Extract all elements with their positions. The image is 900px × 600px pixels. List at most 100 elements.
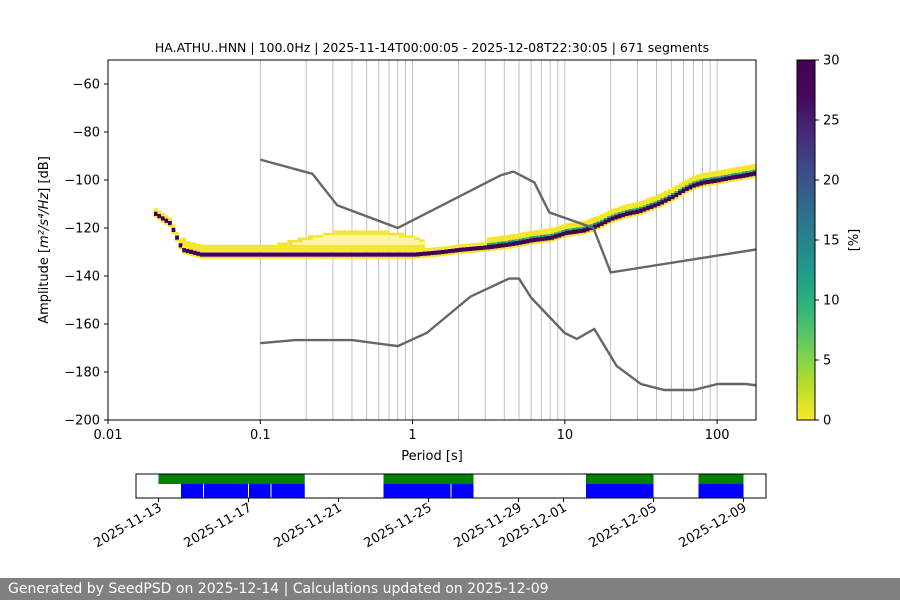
psd-spread-cell [328,232,334,236]
psd-spread-cell [328,242,334,245]
psd-mode-cell [610,216,615,221]
psd-spread-cell [399,244,405,248]
psd-spread-cell [312,237,319,240]
psd-spread-cell [322,240,329,243]
psd-spread-cell [338,242,344,245]
psd-mode-fringe [192,247,197,251]
colorbar-tick-label: 0 [823,414,831,429]
colorbar-tick-label: 30 [823,54,840,69]
psd-mode-lower [203,256,208,259]
psd-mode-lower [532,242,537,245]
psd-mode-cell [199,252,204,257]
psd-mode-fringe [260,249,264,252]
psd-spread-layer [180,230,425,252]
psd-spread-cell [389,235,395,238]
psd-spread-cell [333,230,339,233]
psd-spread-cell [231,244,237,248]
psd-mode-fringe [288,249,293,252]
psd-mode-fringe [291,249,296,252]
psd-mode-mid [571,227,576,231]
psd-mode-fringe [734,167,739,175]
psd-mode-mid [550,233,555,237]
psd-mode-lower [660,204,665,207]
psd-mode-cell [291,252,296,257]
psd-mode-lower [281,256,286,259]
psd-spread-cell [404,237,410,240]
psd-mode-lower [345,256,349,259]
psd-mode-fringe [274,249,279,252]
psd-mode-cell [557,233,562,238]
psd-mode-fringe [341,249,346,252]
psd-spread-cell [307,247,314,250]
psd-mode-fringe [249,249,254,252]
psd-mode-fringe [394,249,399,252]
psd-mode-mid [603,217,608,221]
psd-spread-cell [378,237,385,240]
psd-mode-fringe [299,249,303,252]
psd-mode-fringe [373,249,378,252]
psd-spread-cell [373,244,380,248]
psd-mode-cell [189,249,194,255]
psd-mode-lower [338,256,342,259]
psd-spread-cell [200,247,207,250]
psd-mode-lower [408,256,413,259]
psd-mode-cell [334,252,339,257]
psd-mode-mid [724,174,728,178]
psd-mode-lower [369,256,374,259]
y-tick-label: −180 [64,366,100,381]
footer-text: Generated by SeedPSD on 2025-12-14 | Cal… [8,581,549,597]
psd-mode-lower [628,215,633,218]
psd-mode-lower [603,224,608,227]
psd-spread-cell [317,237,324,240]
psd-mode-fringe [709,171,714,179]
psd-spread-cell [368,247,375,250]
psd-mode-fringe [454,244,459,248]
psd-mode-fringe [621,205,626,213]
psd-spread-cell [353,244,359,248]
psd-mode-mid [649,202,654,206]
psd-spread-cell [348,232,354,236]
psd-spread-cell [348,237,354,240]
psd-mode-cell [465,247,470,252]
psd-spread-cell [312,235,319,238]
psd-mode-lower [221,256,225,259]
psd-mode-fringe [320,249,325,252]
psd-mode-fringe [727,168,732,176]
psd-mode-mid [653,201,658,204]
psd-mode-lower [600,225,604,228]
psd-mode-fringe [632,202,636,210]
psd-mode-cell [585,227,590,232]
psd-mode-lower [235,256,240,259]
psd-mode-lower [720,181,725,184]
psd-mode-fringe [522,232,527,240]
psd-mode-lower [536,241,541,244]
psd-mode-cell [345,252,349,257]
timeline-ticks: 2025-11-13 2025-11-17 2025-11-21 2025-11-25… [92,498,750,551]
psd-spread-cell [394,244,400,248]
psd-mode-cell [313,252,318,257]
psd-spread-cell [343,235,349,238]
psd-mode-lower [306,256,310,259]
psd-spread-cell [399,247,405,250]
psd-mode-lower [206,256,211,259]
psd-mode-fringe [157,210,162,214]
psd-spread-cell [277,242,283,245]
psd-mode-fringe [345,249,349,252]
psd-mode-lower [699,185,704,188]
psd-mode-mid [681,186,686,190]
psd-mode-lower [231,256,236,259]
y-tick-label: −80 [73,126,100,141]
psd-mode-lower [168,225,172,228]
psd-mode-cell [621,212,626,218]
psd-mode-cell [642,207,647,212]
psd-spread-cell [389,237,395,240]
timeline-tick-label: 2025-12-09 [677,500,750,551]
psd-mode-fringe [543,228,548,237]
psd-mode-mid [525,237,530,240]
psd-mode-cell [571,229,576,235]
psd-spread-cell [409,244,415,248]
psd-mode-cell [391,252,396,257]
psd-spread-cell [373,242,380,245]
psd-mode-lower [692,187,697,190]
psd-spread-cell [180,240,187,243]
